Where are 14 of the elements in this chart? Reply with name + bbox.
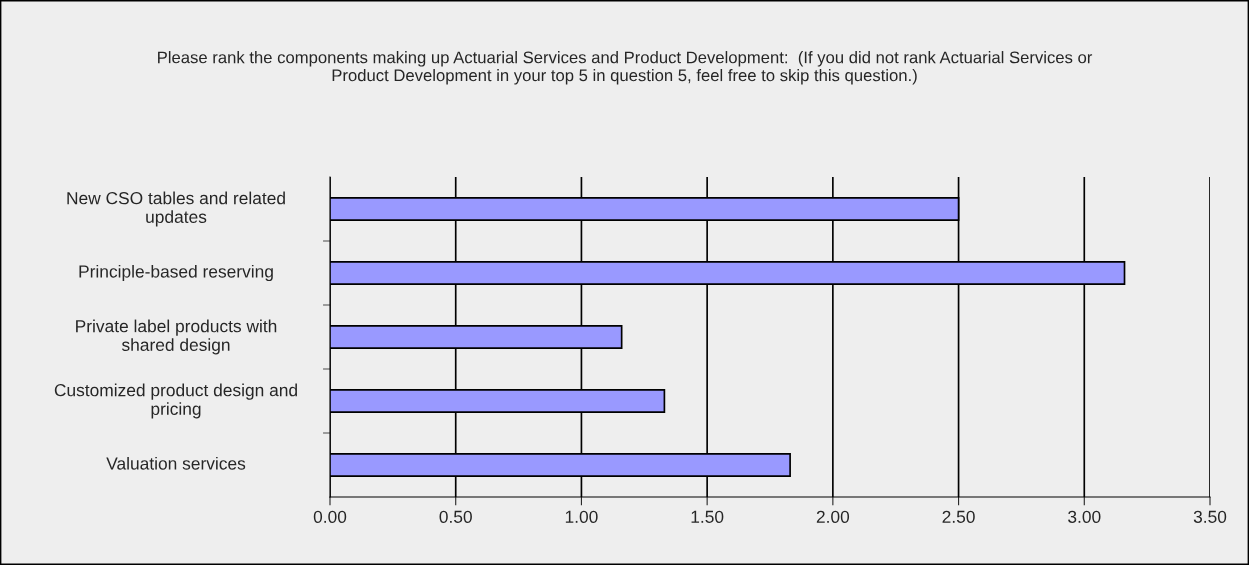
y-tick-label: Valuation services [106,456,246,470]
y-tick-label: Customized product design and pricing [54,383,297,419]
x-tick-label: 1.50 [691,510,724,523]
x-tick-label: 2.00 [816,510,850,523]
y-tick-label: New CSO tables and related updates [67,191,285,227]
x-tick-label: 2.50 [942,510,975,523]
x-tick-label: 0.50 [439,510,472,523]
y-tick-label: Principle-based reserving [79,264,273,282]
chart-title: Please rank the components making up Actuarial Services and Product Development: (If you did not rank Actuarial Services or Product Development in your top 5 in question 5, feel free to skip this question.) [158,51,1093,85]
y-tick-label: Private label products with shared design [76,319,277,355]
x-tick-label: 3.50 [1193,510,1227,523]
x-tick-label: 0.00 [313,510,347,523]
x-tick-label: 3.00 [1068,510,1101,523]
x-tick-label: 1.00 [565,510,598,523]
